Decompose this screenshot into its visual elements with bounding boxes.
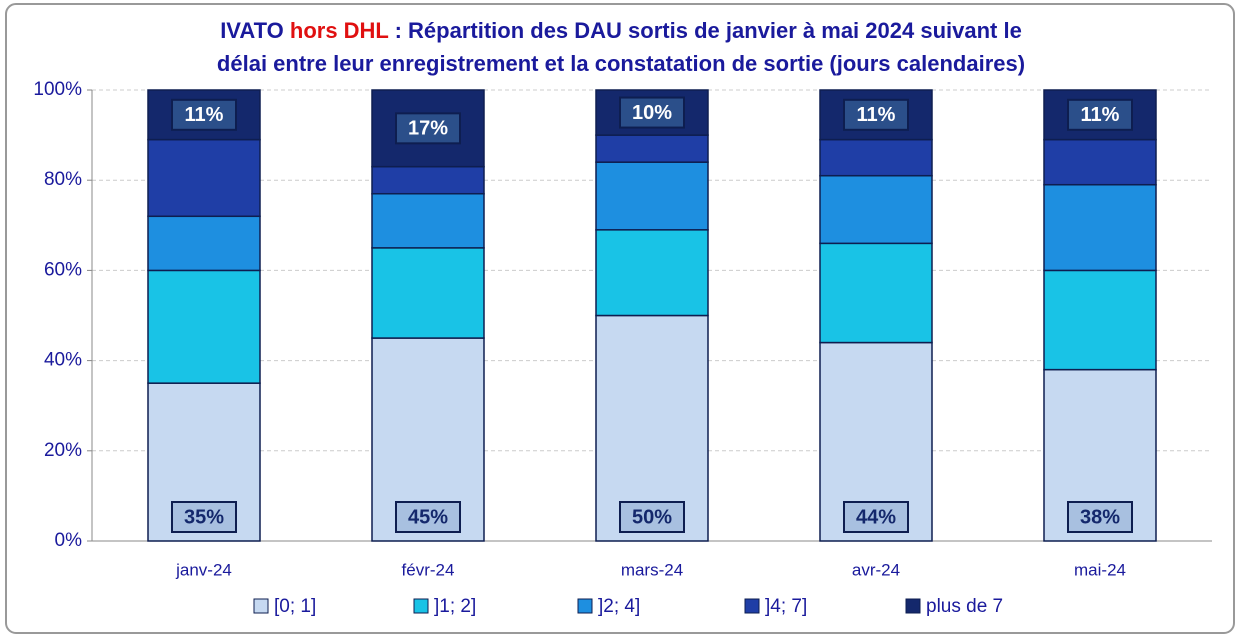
- bar-segment: [371, 247, 485, 339]
- data-label: 44%: [856, 506, 896, 528]
- data-label-box: [171, 98, 237, 131]
- legend-swatch: [577, 598, 593, 614]
- data-label-box: [843, 501, 909, 533]
- data-label: 11%: [1081, 104, 1120, 126]
- data-label: 45%: [408, 506, 448, 528]
- data-label-box: [1067, 501, 1133, 533]
- data-label-box: [395, 112, 461, 145]
- bar-segment: [595, 229, 709, 317]
- bar-segment: [371, 165, 485, 195]
- bar-segment: [595, 134, 709, 163]
- chart-title: délai entre leur enregistrement et la co…: [217, 51, 1025, 76]
- data-label-box: [395, 501, 461, 533]
- data-label-box: [619, 96, 685, 129]
- bar-segment: [147, 215, 261, 272]
- legend-swatch: [744, 598, 760, 614]
- title-run: hors DHL: [290, 18, 389, 43]
- title-run: délai entre leur enregistrement et la co…: [217, 51, 1025, 76]
- data-label: 11%: [857, 104, 896, 126]
- title-run: : Répartition des DAU sortis de janvier …: [388, 18, 1021, 43]
- bar-segment: [819, 174, 933, 245]
- legend-label: plus de 7: [926, 596, 1003, 617]
- legend-label: [0; 1]: [274, 596, 316, 617]
- x-tick-label: mai-24: [1074, 560, 1126, 579]
- bar-segment: [1043, 183, 1157, 272]
- data-label: 11%: [185, 104, 224, 126]
- bar-segment: [147, 138, 261, 218]
- data-label-box: [171, 501, 237, 533]
- data-label-box: [619, 501, 685, 533]
- title-run: IVATO: [220, 18, 290, 43]
- chart-title: IVATO hors DHL : Répartition des DAU sor…: [220, 18, 1022, 43]
- legend-swatch: [905, 598, 921, 614]
- y-tick-label: 100%: [33, 79, 82, 100]
- bar-segment: [1043, 138, 1157, 186]
- data-label: 35%: [184, 506, 224, 528]
- bar-segment: [819, 242, 933, 344]
- bar-segment: [1043, 269, 1157, 371]
- data-label-box: [1067, 98, 1133, 131]
- x-tick-label: janv-24: [175, 560, 232, 579]
- legend-label: ]2; 4]: [598, 596, 640, 617]
- bar-segment: [819, 138, 933, 177]
- y-tick-label: 40%: [44, 350, 82, 371]
- legend-swatch: [413, 598, 429, 614]
- y-tick-label: 80%: [44, 169, 82, 190]
- x-tick-label: avr-24: [852, 560, 900, 579]
- legend-label: ]4; 7]: [765, 596, 807, 617]
- data-label: 50%: [632, 506, 672, 528]
- x-tick-label: févr-24: [402, 560, 455, 579]
- data-label: 38%: [1080, 506, 1120, 528]
- bar-segment: [595, 161, 709, 231]
- bar-segment: [371, 337, 485, 542]
- data-label: 17%: [408, 118, 448, 140]
- legend-label: ]1; 2]: [434, 596, 476, 617]
- y-tick-label: 60%: [44, 259, 82, 280]
- x-tick-label: mars-24: [621, 560, 683, 579]
- y-tick-label: 0%: [55, 530, 83, 551]
- bar-segment: [147, 269, 261, 384]
- data-label-box: [843, 98, 909, 131]
- data-label: 10%: [632, 102, 672, 124]
- y-tick-label: 20%: [44, 440, 82, 461]
- bar-segment: [371, 192, 485, 249]
- legend-swatch: [253, 598, 269, 614]
